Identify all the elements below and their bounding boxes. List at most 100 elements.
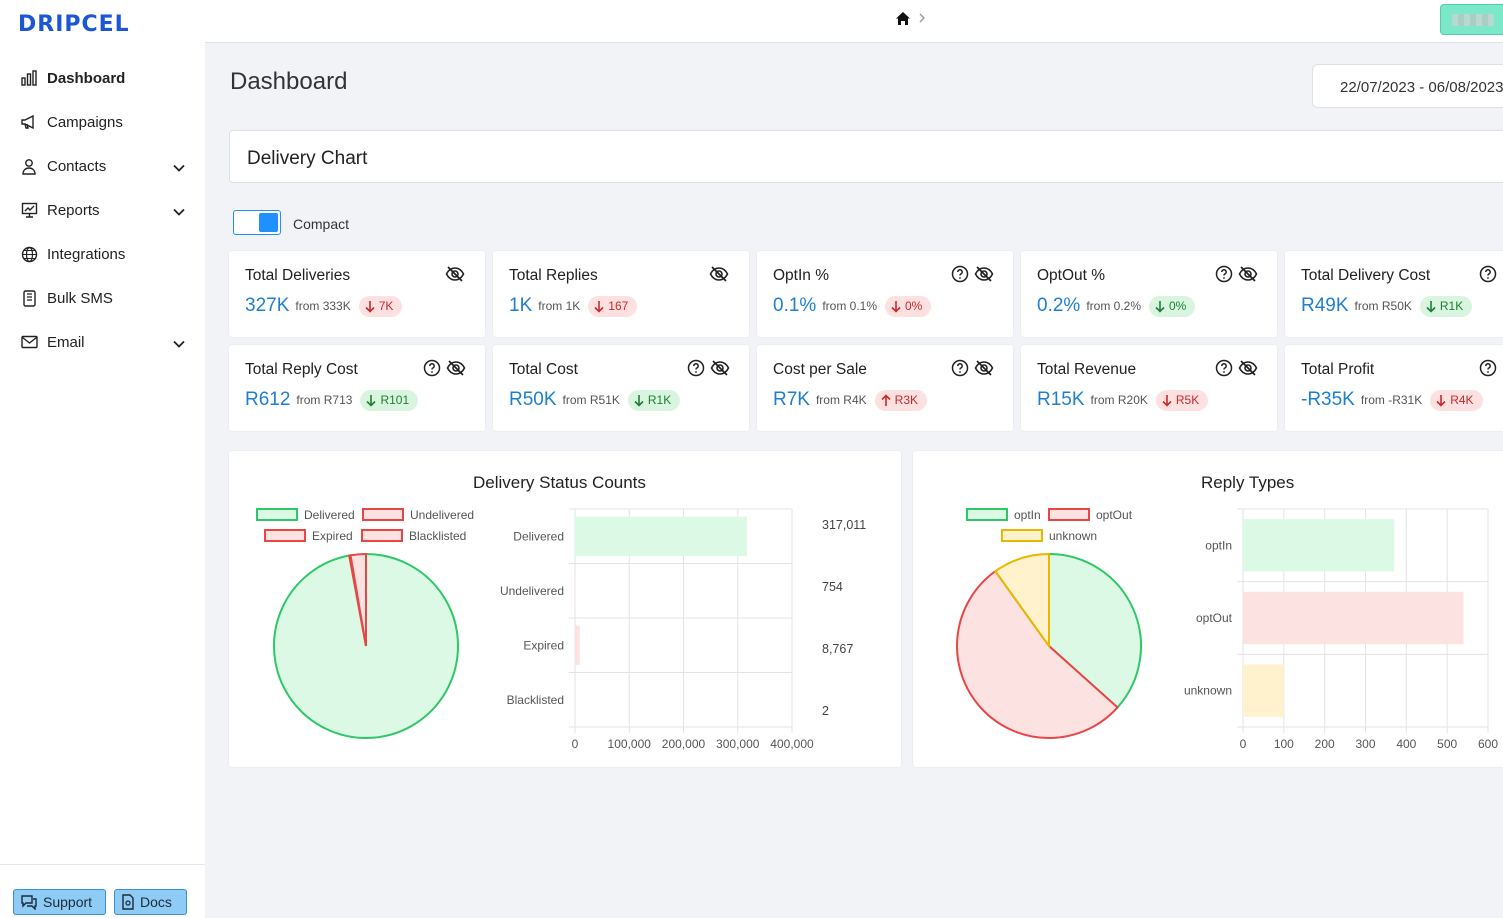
stat-card-total-revenue: Total Revenue R15K from R20K R5K — [1021, 345, 1277, 431]
sidebar-item-label: Reports — [47, 201, 100, 219]
stat-actions — [709, 265, 729, 283]
stat-value-row: R612 from R713 R101 — [245, 389, 419, 411]
chevron[interactable] — [173, 203, 185, 220]
stat-actions — [1215, 359, 1258, 377]
arrow-down-icon — [365, 300, 375, 313]
sidebar-footer: Support Docs — [0, 864, 205, 918]
stat-value: 0.2% — [1037, 295, 1081, 316]
reply-types-chart: optIn optOut unknown 0 100 200 300 400 500 600 opt… — [956, 508, 1498, 751]
compact-toggle[interactable] — [233, 210, 281, 235]
stat-value-row: R49K from R50K R1K — [1301, 295, 1473, 317]
legend-swatch — [966, 508, 1008, 521]
app-logo: DRIPCEL — [18, 12, 130, 37]
eye-slash-icon[interactable] — [974, 265, 994, 283]
arrow-down-icon — [366, 394, 377, 407]
help-icon[interactable] — [423, 359, 441, 377]
stat-delta-badge: 7K — [358, 295, 403, 317]
stat-value-row: 327K from 333K 7K — [245, 295, 403, 317]
sidebar-item-reports[interactable]: Reports — [0, 188, 205, 232]
sidebar-item-label: Contacts — [47, 157, 107, 175]
eye-slash-icon[interactable] — [445, 265, 465, 283]
eye-slash-icon[interactable] — [710, 359, 730, 377]
stat-previous: from R4K — [815, 393, 867, 407]
eye-slash-icon[interactable] — [1238, 359, 1258, 377]
date-range-picker[interactable]: 22/07/2023 - 06/08/2023 — [1312, 64, 1503, 108]
support-label: Support — [43, 894, 93, 910]
eye-slash-icon[interactable] — [1238, 265, 1258, 283]
stat-delta: 0% — [1169, 299, 1187, 313]
chevron[interactable] — [173, 159, 185, 176]
sidebar-item-integrations[interactable]: Integrations — [0, 232, 205, 276]
x-tick-label: 200,000 — [662, 737, 706, 751]
support-button[interactable]: Support — [13, 889, 106, 915]
eye-slash-icon[interactable] — [709, 265, 729, 283]
chat-icon — [21, 895, 37, 910]
legend-swatch — [362, 508, 404, 521]
legend-swatch — [1048, 508, 1090, 521]
eye-slash-icon[interactable] — [446, 359, 466, 377]
stat-card-optout: OptOut % 0.2% from 0.2% 0% — [1021, 251, 1277, 337]
stat-title: Total Profit — [1301, 361, 1375, 378]
stat-title: Total Revenue — [1037, 361, 1137, 378]
bar-chart-icon — [20, 69, 38, 87]
stat-delta-badge: R5K — [1155, 389, 1209, 411]
bar — [1243, 591, 1464, 645]
sidebar-item-dashboard[interactable]: Dashboard — [0, 56, 205, 100]
legend-swatch — [264, 529, 306, 542]
sidebar-nav: Dashboard Campaigns Contacts Reports Integra… — [0, 56, 205, 364]
chevron[interactable] — [173, 335, 185, 352]
stat-delta: R5K — [1175, 393, 1200, 407]
pie-slice — [956, 569, 1119, 739]
stat-card-cost-per-sale: Cost per Sale R7K from R4K R3K — [757, 345, 1013, 431]
redacted-label — [1452, 14, 1494, 26]
stat-previous: from 0.1% — [822, 299, 877, 313]
stat-delta-badge: R4K — [1430, 389, 1483, 411]
data-label: 317,011 — [822, 518, 866, 532]
help-icon[interactable] — [1479, 265, 1497, 283]
help-icon[interactable] — [1215, 359, 1233, 377]
sidebar-item-label: Email — [47, 333, 85, 351]
megaphone-icon — [20, 113, 38, 131]
data-label: 8,767 — [822, 642, 853, 656]
stat-delta: R101 — [380, 393, 410, 407]
y-tick-label: Undelivered — [500, 584, 564, 598]
x-tick-label: 200 — [1315, 737, 1335, 751]
x-tick-label: 600 — [1478, 737, 1498, 751]
arrow-down-icon — [594, 300, 604, 313]
help-icon[interactable] — [1479, 359, 1497, 377]
arrow-down-icon — [1162, 394, 1172, 407]
stat-delta-badge: R1K — [1419, 295, 1473, 317]
sidebar-item-contacts[interactable]: Contacts — [0, 144, 205, 188]
home-icon[interactable] — [895, 11, 911, 26]
sidebar-item-label: Dashboard — [47, 69, 126, 87]
stat-value: 0.1% — [773, 295, 817, 316]
x-tick-label: 100,000 — [608, 737, 652, 751]
stat-actions — [1215, 265, 1258, 283]
stat-delta: R4K — [1450, 393, 1474, 407]
stat-delta-badge: 0% — [1149, 295, 1196, 317]
sidebar-item-bulk-sms[interactable]: Bulk SMS — [0, 276, 205, 320]
legend-label: Blacklisted — [409, 529, 466, 543]
sidebar-item-campaigns[interactable]: Campaigns — [0, 100, 205, 144]
stat-actions — [423, 359, 466, 377]
user-menu-button[interactable] — [1440, 4, 1503, 35]
stat-value: -R35K — [1301, 389, 1355, 410]
stat-previous: from R713 — [296, 393, 353, 407]
sidebar-item-email[interactable]: Email — [0, 320, 205, 364]
help-icon[interactable] — [1215, 265, 1233, 283]
stat-delta: 0% — [905, 299, 923, 313]
help-icon[interactable] — [687, 359, 705, 377]
document-icon — [122, 894, 134, 910]
eye-slash-icon[interactable] — [974, 359, 994, 377]
arrow-up-icon — [881, 393, 891, 406]
help-icon[interactable] — [951, 265, 969, 283]
help-icon[interactable] — [951, 359, 969, 377]
docs-button[interactable]: Docs — [114, 889, 187, 915]
legend-label: Undelivered — [410, 508, 474, 522]
sidebar-item-label: Campaigns — [47, 113, 123, 131]
x-tick-label: 0 — [1240, 737, 1247, 751]
stat-actions — [1479, 359, 1497, 377]
x-tick-label: 300,000 — [716, 737, 760, 751]
stat-value: R50K — [509, 389, 557, 410]
stat-title: OptOut % — [1037, 267, 1106, 284]
